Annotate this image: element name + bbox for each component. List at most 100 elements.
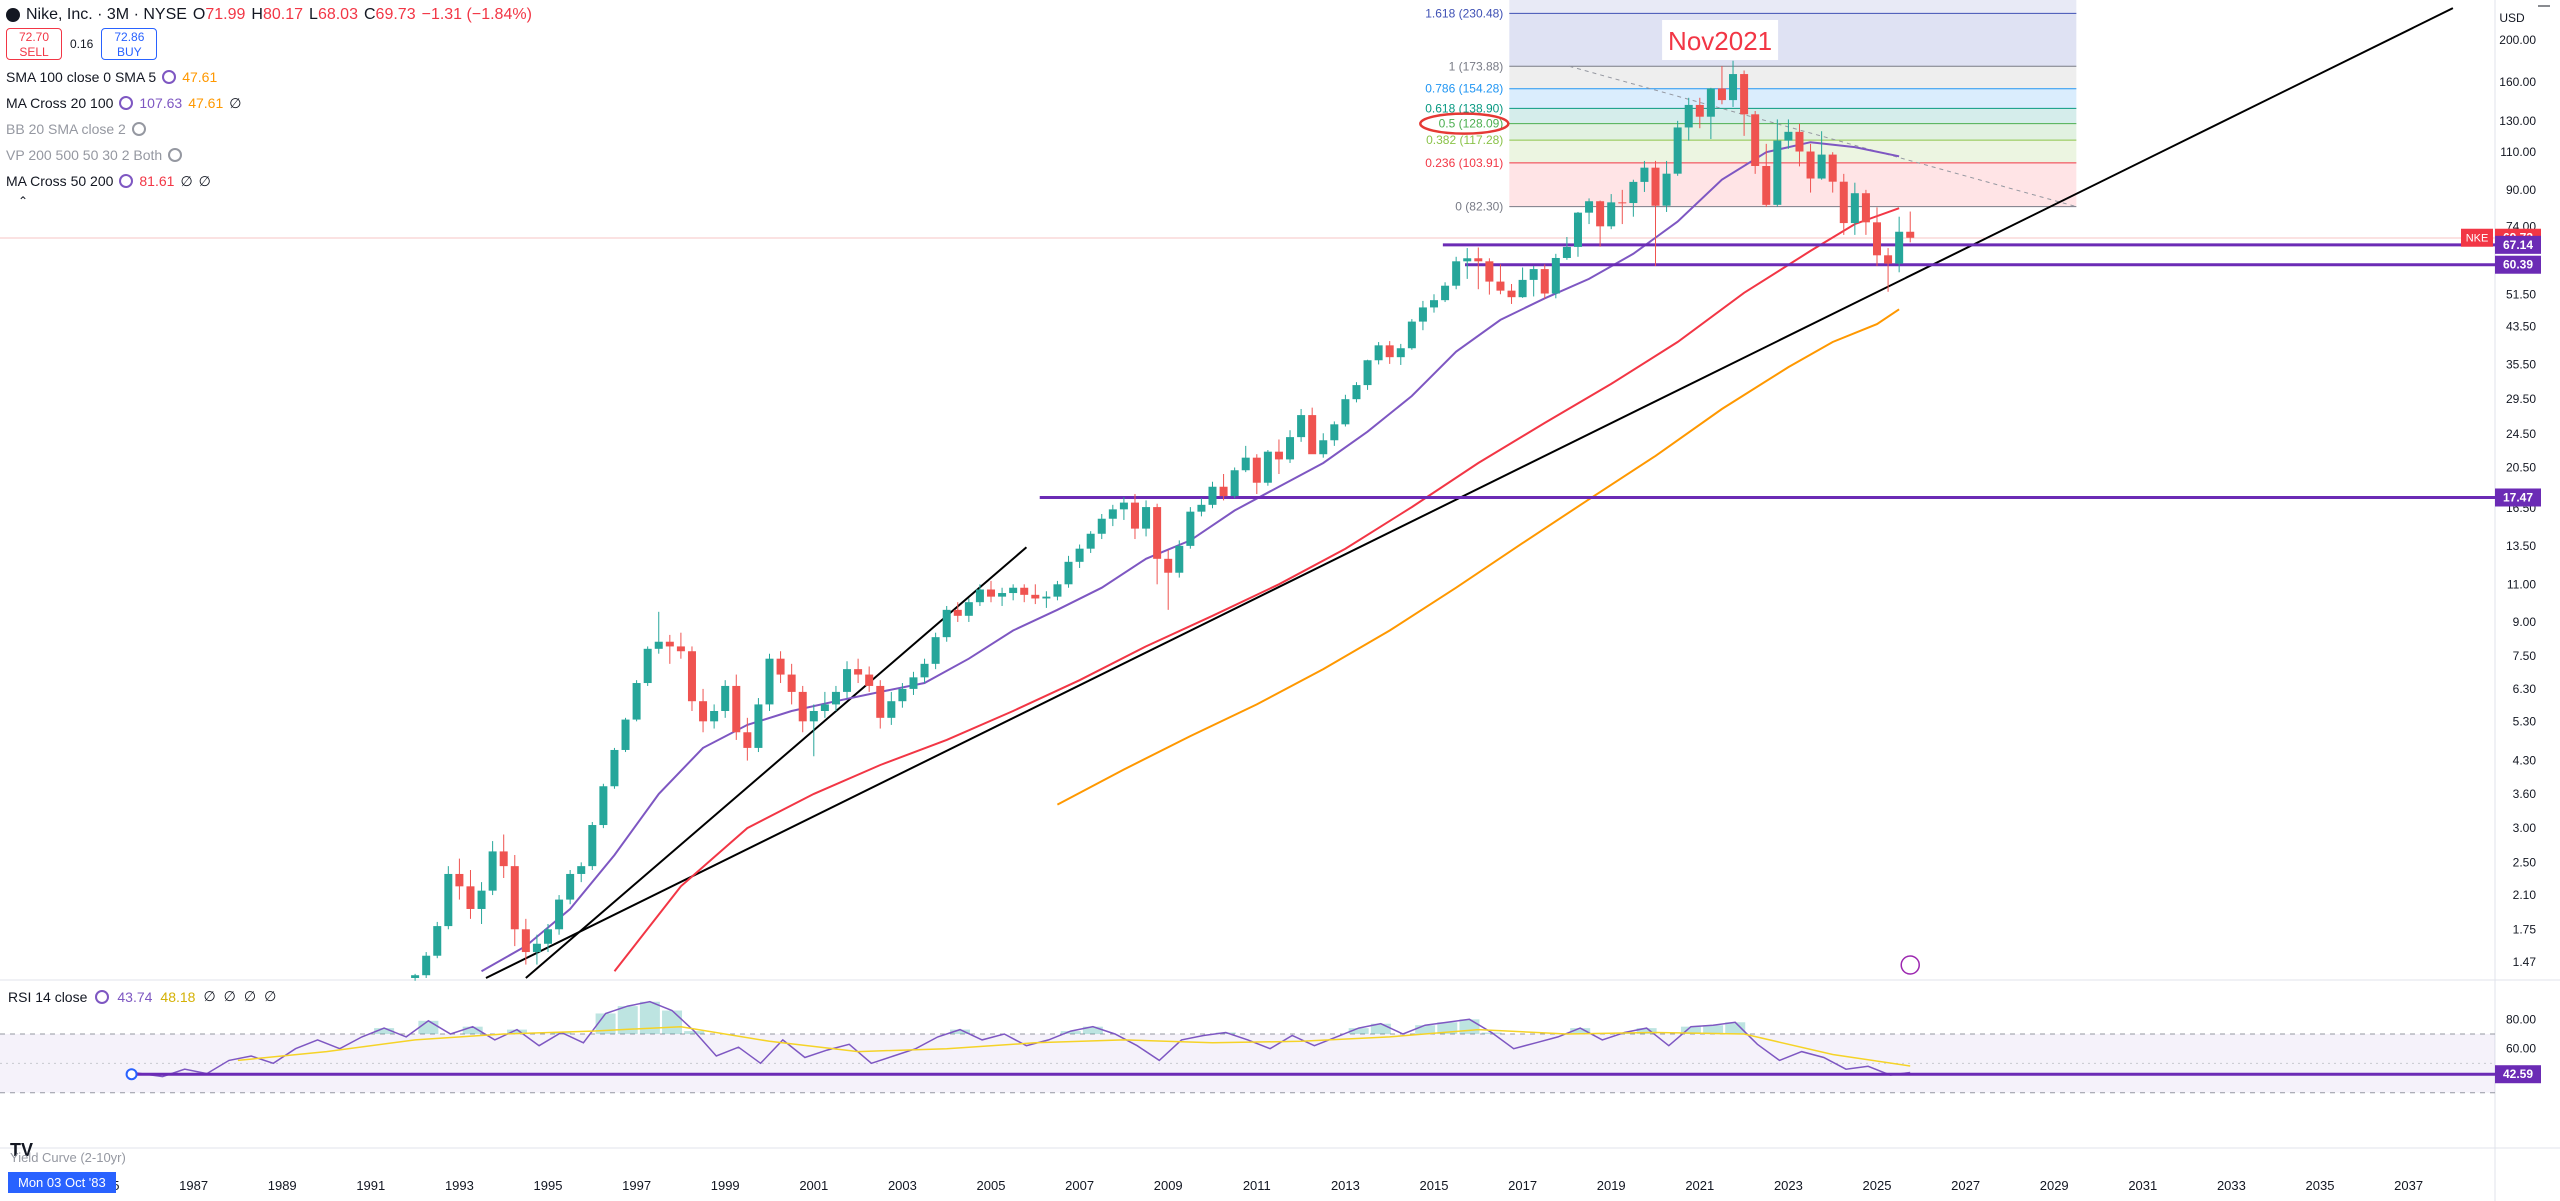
candle-body[interactable] bbox=[1573, 212, 1582, 247]
candle-body[interactable] bbox=[998, 593, 1007, 597]
candle-body[interactable] bbox=[1906, 231, 1915, 238]
candle-body[interactable] bbox=[1585, 201, 1594, 213]
candle-body[interactable] bbox=[1241, 457, 1250, 471]
rsi-line[interactable] bbox=[131, 1000, 1911, 1078]
candle-body[interactable] bbox=[1308, 415, 1317, 455]
eye-icon[interactable] bbox=[95, 989, 110, 1004]
candle-body[interactable] bbox=[798, 691, 807, 722]
candle-body[interactable] bbox=[1252, 457, 1261, 483]
candle-body[interactable] bbox=[1186, 511, 1195, 546]
candle-body[interactable] bbox=[1496, 281, 1505, 291]
indicator-row[interactable]: VP 200 500 50 30 2 Both bbox=[6, 142, 532, 168]
candle-body[interactable] bbox=[1053, 584, 1062, 597]
candle-body[interactable] bbox=[1551, 257, 1560, 294]
candle-body[interactable] bbox=[422, 955, 431, 976]
candle-body[interactable] bbox=[1861, 193, 1870, 223]
candle-body[interactable] bbox=[1740, 74, 1749, 115]
candle-body[interactable] bbox=[1751, 114, 1760, 166]
ma20-line[interactable] bbox=[481, 141, 1900, 973]
indicator-row[interactable]: BB 20 SMA close 2 bbox=[6, 116, 532, 142]
candle-body[interactable] bbox=[1596, 201, 1605, 227]
candle-body[interactable] bbox=[787, 674, 796, 692]
candle-body[interactable] bbox=[1418, 307, 1427, 322]
candle-body[interactable] bbox=[699, 701, 708, 722]
candle-body[interactable] bbox=[1142, 507, 1151, 529]
candle-body[interactable] bbox=[1463, 258, 1472, 262]
line-handle-icon[interactable] bbox=[125, 1068, 138, 1081]
candle-body[interactable] bbox=[1164, 558, 1173, 573]
candle-body[interactable] bbox=[610, 749, 619, 787]
candle-body[interactable] bbox=[510, 866, 519, 930]
candle-body[interactable] bbox=[1263, 451, 1272, 483]
candle-body[interactable] bbox=[411, 975, 420, 978]
candle-body[interactable] bbox=[1795, 131, 1804, 152]
candle-body[interactable] bbox=[743, 732, 752, 748]
candle-body[interactable] bbox=[1119, 502, 1128, 510]
candle-body[interactable] bbox=[555, 899, 564, 930]
eye-hidden-icon[interactable] bbox=[131, 122, 146, 136]
candle-body[interactable] bbox=[1330, 424, 1339, 441]
candle-body[interactable] bbox=[643, 648, 652, 684]
candle-body[interactable] bbox=[1828, 154, 1837, 182]
candle-body[interactable] bbox=[1706, 88, 1715, 117]
candle-body[interactable] bbox=[1175, 545, 1184, 573]
lightning-icon[interactable] bbox=[1900, 955, 1920, 975]
eye-icon[interactable] bbox=[162, 70, 177, 84]
candle-body[interactable] bbox=[776, 658, 785, 675]
candle-body[interactable] bbox=[898, 688, 907, 702]
candle-body[interactable] bbox=[654, 641, 663, 649]
candle-body[interactable] bbox=[544, 929, 552, 944]
candle-body[interactable] bbox=[1884, 255, 1893, 264]
candle-body[interactable] bbox=[444, 873, 453, 927]
candle-body[interactable] bbox=[1430, 300, 1438, 308]
candle-body[interactable] bbox=[953, 609, 962, 616]
eye-icon[interactable] bbox=[119, 174, 134, 188]
buy-button[interactable]: 72.86 BUY bbox=[101, 28, 158, 60]
eye-hidden-icon[interactable] bbox=[168, 148, 183, 162]
candle-body[interactable] bbox=[1839, 181, 1848, 224]
candle-body[interactable] bbox=[1540, 269, 1549, 294]
candle-body[interactable] bbox=[854, 669, 863, 675]
sell-button[interactable]: 72.70 SELL bbox=[6, 28, 62, 60]
candle-body[interactable] bbox=[1352, 385, 1361, 400]
candle-body[interactable] bbox=[599, 786, 608, 826]
highlight-circle[interactable] bbox=[1419, 112, 1510, 135]
candle-body[interactable] bbox=[676, 646, 685, 652]
candle-body[interactable] bbox=[1607, 202, 1616, 227]
candle-body[interactable] bbox=[466, 886, 475, 909]
candle-body[interactable] bbox=[1850, 193, 1859, 224]
candle-body[interactable] bbox=[732, 685, 741, 733]
candle-body[interactable] bbox=[488, 851, 497, 891]
candle-body[interactable] bbox=[1529, 269, 1538, 280]
candle-body[interactable] bbox=[1086, 533, 1095, 549]
candle-body[interactable] bbox=[521, 929, 530, 953]
candle-body[interactable] bbox=[1640, 167, 1649, 182]
candle-body[interactable] bbox=[710, 710, 719, 722]
candle-body[interactable] bbox=[1031, 594, 1040, 599]
candle-body[interactable] bbox=[1230, 470, 1239, 497]
candle-body[interactable] bbox=[1629, 181, 1638, 204]
candle-body[interactable] bbox=[1075, 548, 1084, 562]
candle-body[interactable] bbox=[1784, 131, 1793, 141]
trendline[interactable] bbox=[525, 546, 1028, 979]
candle-body[interactable] bbox=[532, 943, 541, 953]
candle-body[interactable] bbox=[831, 691, 840, 705]
candle-body[interactable] bbox=[1873, 222, 1881, 256]
candle-body[interactable] bbox=[1363, 360, 1372, 386]
candle-body[interactable] bbox=[1806, 151, 1815, 179]
candle-body[interactable] bbox=[1729, 74, 1738, 101]
candle-body[interactable] bbox=[433, 926, 442, 956]
candle-body[interactable] bbox=[1097, 518, 1106, 534]
rsi-signal-line[interactable] bbox=[237, 1025, 1911, 1067]
candle-body[interactable] bbox=[1773, 140, 1782, 205]
candle-body[interactable] bbox=[1385, 345, 1394, 358]
eye-icon[interactable] bbox=[119, 96, 134, 110]
candle-body[interactable] bbox=[1452, 261, 1461, 286]
symbol-title[interactable]: Nike, Inc. · 3M · NYSE bbox=[26, 6, 187, 23]
candle-body[interactable] bbox=[1130, 502, 1139, 529]
currency-label[interactable]: USD bbox=[2499, 11, 2525, 25]
candle-body[interactable] bbox=[1208, 486, 1217, 505]
candle-body[interactable] bbox=[1441, 285, 1450, 301]
candle-body[interactable] bbox=[1717, 88, 1726, 101]
candle-body[interactable] bbox=[1673, 127, 1682, 174]
